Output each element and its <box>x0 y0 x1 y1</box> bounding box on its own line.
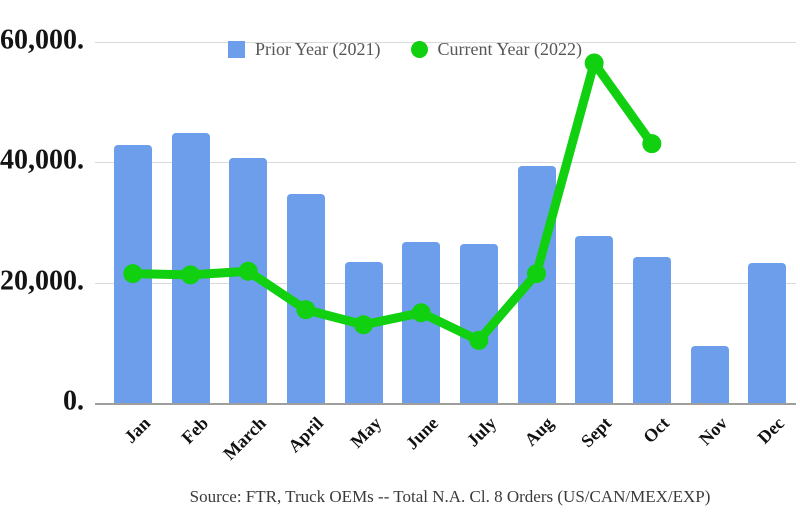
x-tick-label-sept: Sept <box>577 413 616 452</box>
legend-item-prior-year: Prior Year (2021) <box>228 39 381 60</box>
x-tick-label-aug: Aug <box>520 413 558 450</box>
y-tick-label-20000: 20,000. <box>0 265 84 297</box>
x-tick-label-dec: Dec <box>753 413 789 448</box>
point-oct <box>642 134 662 154</box>
bar-march <box>229 158 268 403</box>
y-tick-label-60000: 60,000. <box>0 24 84 56</box>
x-tick-label-nov: Nov <box>694 413 731 450</box>
prior-year-swatch-icon <box>228 41 245 58</box>
x-tick-label-feb: Feb <box>176 413 212 448</box>
current-year-polyline <box>128 58 657 345</box>
legend: Prior Year (2021) Current Year (2022) <box>228 39 582 60</box>
source-note: Source: FTR, Truck OEMs -- Total N.A. Cl… <box>189 487 711 506</box>
gridline-60000 <box>95 42 796 43</box>
y-tick-label-0: 0. <box>63 385 84 417</box>
current-year-swatch-icon <box>410 41 428 58</box>
legend-label-prior-year: Prior Year (2021) <box>255 39 381 59</box>
x-axis-line <box>95 403 796 405</box>
point-sept <box>584 53 604 73</box>
legend-label-current-year: Current Year (2022) <box>437 39 582 59</box>
bar-july <box>459 244 498 403</box>
bar-jan <box>113 145 152 403</box>
bar-april <box>286 194 325 403</box>
x-tick-label-oct: Oct <box>639 413 673 447</box>
bar-feb <box>171 133 210 403</box>
x-tick-label-july: July <box>462 413 500 451</box>
x-tick-label-june: June <box>401 413 443 454</box>
x-tick-label-may: May <box>345 413 385 452</box>
x-tick-label-march: March <box>218 413 270 464</box>
y-tick-label-40000: 40,000. <box>0 145 84 177</box>
bar-may <box>344 261 383 403</box>
bar-oct <box>632 257 671 403</box>
x-tick-label-jan: Jan <box>120 413 154 447</box>
bar-dec <box>748 262 787 403</box>
legend-item-current-year: Current Year (2022) <box>410 39 582 60</box>
bar-aug <box>517 165 556 403</box>
bar-june <box>402 242 441 403</box>
bar-sept <box>575 235 614 403</box>
x-tick-label-april: April <box>283 413 327 457</box>
bar-nov <box>690 345 729 403</box>
